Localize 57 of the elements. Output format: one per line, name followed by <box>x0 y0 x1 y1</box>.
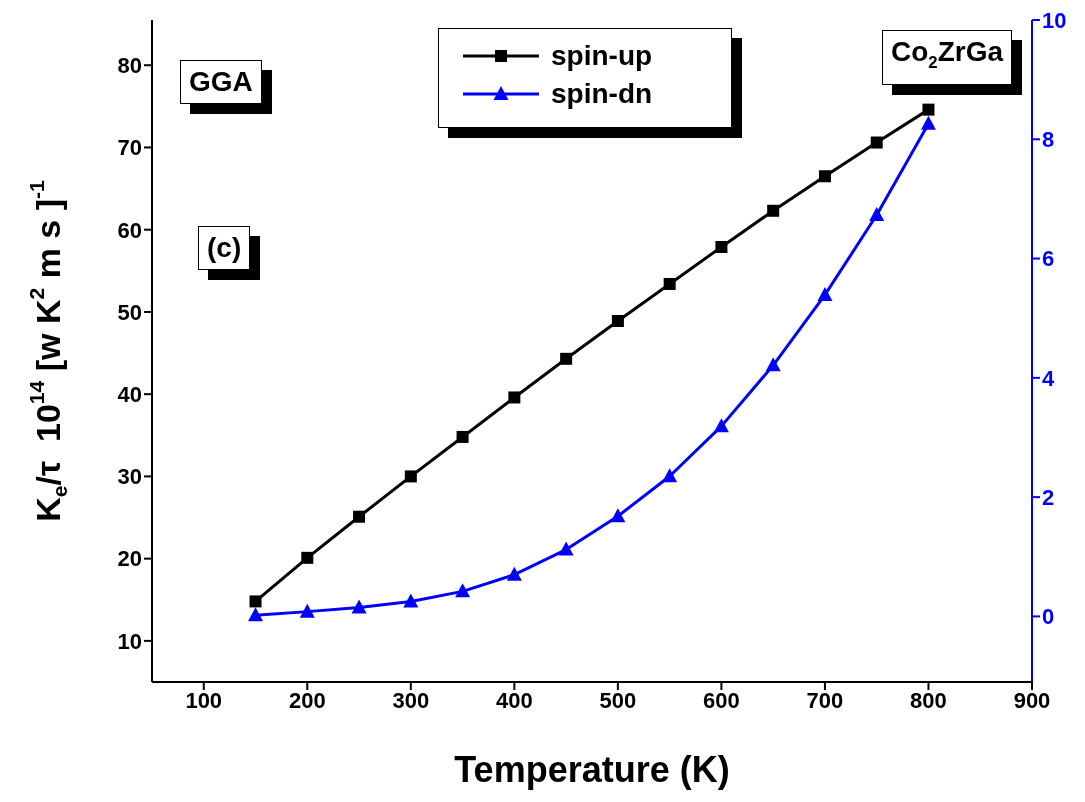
annotation: (c) <box>207 232 242 263</box>
point <box>299 603 315 618</box>
y-tick-label: 20 <box>117 546 142 572</box>
point <box>249 595 262 608</box>
y2-tick-label: 10 <box>1042 7 1067 33</box>
point <box>506 566 522 581</box>
y-tick-label: 10 <box>117 628 142 654</box>
legend-label: spin-dn <box>551 78 653 110</box>
point <box>558 541 574 556</box>
point <box>353 510 366 523</box>
x-tick-label: 700 <box>806 687 844 713</box>
point <box>610 508 626 523</box>
annotation: Co$_{2}$ZrGa <box>890 36 1003 72</box>
y-tick-label: 40 <box>117 381 142 407</box>
point <box>663 277 676 290</box>
point <box>713 418 729 433</box>
point <box>818 170 831 183</box>
x-tick-label: 500 <box>599 687 637 713</box>
point <box>869 207 885 222</box>
point <box>922 103 935 116</box>
point <box>456 430 469 443</box>
x-tick-label: 300 <box>392 687 430 713</box>
point <box>611 314 624 327</box>
point <box>351 599 367 614</box>
y-tick-label: 60 <box>117 217 142 243</box>
y2-tick-label: 0 <box>1042 604 1055 630</box>
y2-tick-label: 6 <box>1042 246 1055 272</box>
x-tick-label: 900 <box>1013 687 1051 713</box>
y-tick-label: 30 <box>117 464 142 490</box>
y2-tick-label: 2 <box>1042 484 1055 510</box>
x-tick-label: 600 <box>703 687 740 713</box>
x-tick-label: 800 <box>910 687 947 713</box>
point <box>870 136 883 149</box>
x-tick-label: 200 <box>288 687 326 713</box>
x-tick-label: 400 <box>495 687 533 713</box>
point <box>920 115 936 130</box>
point <box>403 593 419 608</box>
point <box>662 468 678 483</box>
point <box>767 204 780 217</box>
annotation: GGA <box>189 66 253 97</box>
point <box>817 286 833 301</box>
x-tick-label: 100 <box>185 687 223 713</box>
point <box>765 357 781 372</box>
point <box>248 607 264 622</box>
point <box>715 240 728 253</box>
point <box>301 551 314 564</box>
legend-label: spin-up <box>551 40 653 72</box>
point <box>404 470 417 483</box>
point <box>508 391 521 404</box>
y2-tick-label: 4 <box>1042 365 1055 391</box>
y-tick-label: 70 <box>117 135 142 161</box>
y-tick-label: 50 <box>117 299 142 325</box>
point <box>455 583 471 598</box>
y-tick-label: 80 <box>117 53 142 79</box>
x-axis-title: Temperature (K) <box>454 749 730 790</box>
point <box>560 352 573 365</box>
y2-tick-label: 8 <box>1042 127 1055 153</box>
